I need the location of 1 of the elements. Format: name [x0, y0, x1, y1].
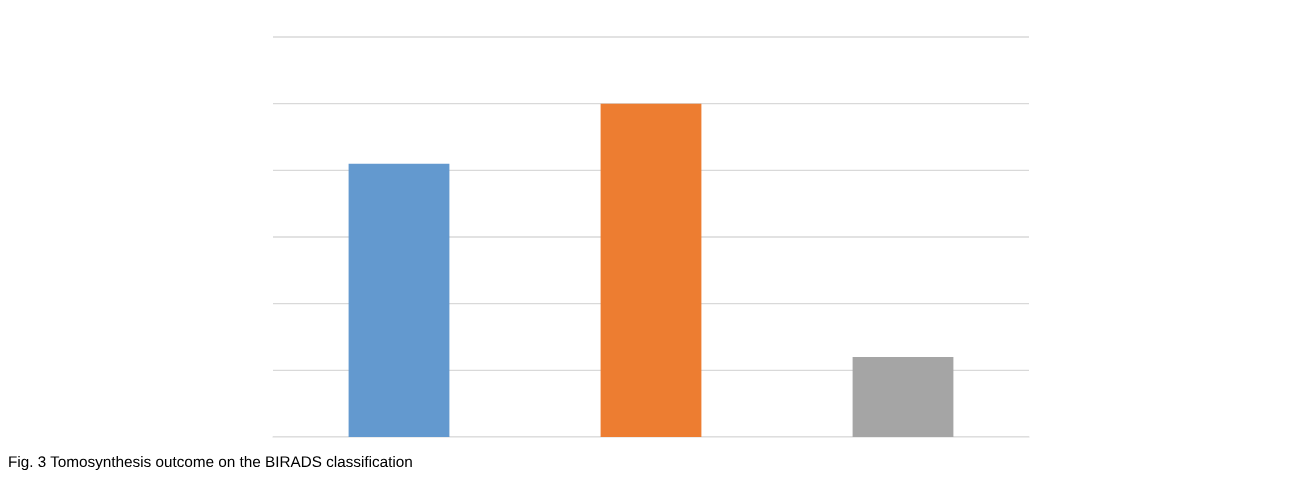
caption: Fig. 3 Tomosynthesis outcome on the BIRADS classification	[9, 455, 412, 471]
